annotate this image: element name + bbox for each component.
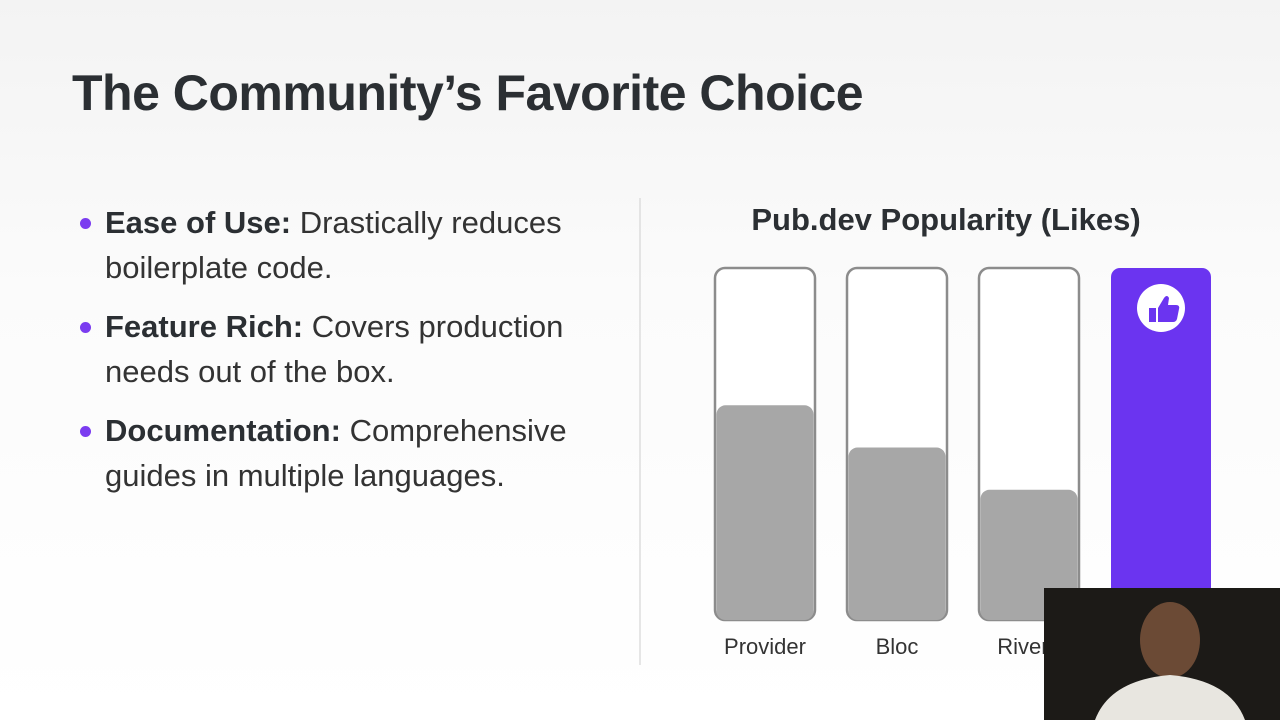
slide-title: The Community’s Favorite Choice (72, 65, 864, 121)
thumb-icon (1149, 296, 1180, 322)
bullet-text: Comprehensive guides in multiple languag… (105, 413, 567, 493)
bar (980, 489, 1078, 620)
webcam-face (1140, 602, 1200, 678)
bar-group: Provider Bloc Riverp (713, 266, 1211, 659)
x-tick-label: Bloc (876, 634, 919, 659)
bullet-text: Covers production needs out of the box. (105, 309, 564, 389)
x-tick-label: Provider (724, 634, 806, 659)
bullet: Feature Rich: Covers production needs ou… (78, 304, 618, 394)
bar (716, 405, 814, 620)
chart-title: Pub.dev Popularity (Likes) (751, 202, 1140, 237)
webcam-overlay (1044, 588, 1280, 720)
bullet-term: Ease of Use: (105, 205, 292, 240)
bullet-term: Documentation: (105, 413, 341, 448)
bullet: Documentation: Comprehensive guides in m… (78, 408, 618, 498)
bullet-text: Drastically reduces boilerplate code. (105, 205, 562, 285)
bullet-list: Ease of Use: Drastically reduces boilerp… (78, 200, 618, 512)
bar (1111, 268, 1211, 620)
webcam-shirt (1095, 675, 1245, 720)
bullet: Ease of Use: Drastically reduces boilerp… (78, 200, 618, 290)
bullet-term: Feature Rich: (105, 309, 304, 344)
bar (848, 447, 946, 620)
